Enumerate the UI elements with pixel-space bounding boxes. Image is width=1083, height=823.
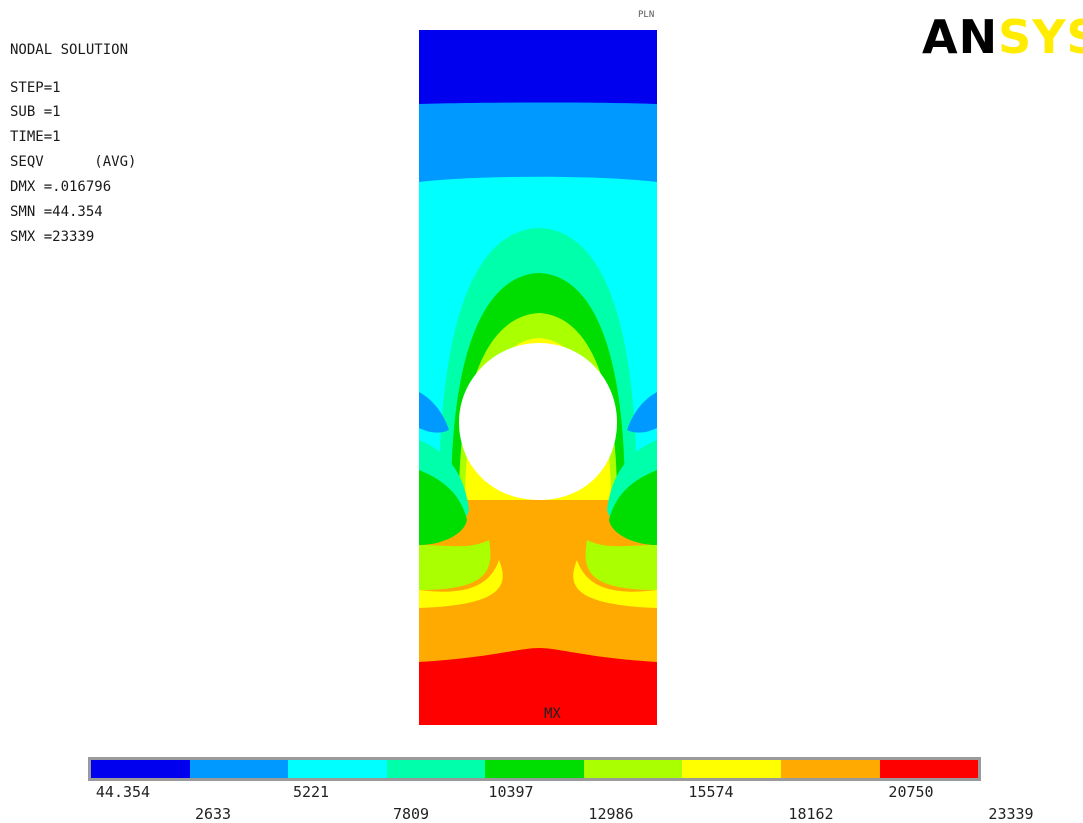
sub-line: SUB =1 (10, 104, 61, 120)
logo-part-an: AN (922, 10, 999, 64)
smn-line: SMN =44.354 (10, 204, 103, 220)
legend-tick-label: 5221 (292, 783, 330, 801)
legend-swatch (189, 760, 289, 778)
legend-swatch (879, 760, 979, 778)
legend-color-bar (88, 757, 981, 781)
legend-tick-label: 12986 (588, 805, 634, 823)
stress-contour-plot[interactable] (419, 30, 657, 725)
legend-swatch (485, 760, 584, 778)
legend-tick-label: 10397 (488, 783, 534, 801)
step-line: STEP=1 (10, 80, 61, 96)
contour-patch-left-blue (419, 392, 449, 433)
time-line: TIME=1 (10, 129, 61, 145)
legend-swatch (288, 760, 387, 778)
contour-wing-left-lime (419, 540, 491, 590)
ansys-logo: ANSYS (922, 14, 1083, 60)
legend-tick-label: 18162 (788, 805, 834, 823)
contour-wing-left-yellow (419, 560, 503, 608)
max-marker: MX (544, 706, 561, 722)
legend-swatch (780, 760, 880, 778)
logo-part-sys: SYS (998, 10, 1083, 64)
result-title: NODAL SOLUTION (10, 42, 129, 58)
contour-wing-left-green (419, 470, 467, 545)
seqv-line: SEQV (AVG) (10, 154, 137, 170)
legend-tick-label: 7809 (392, 805, 430, 823)
legend-swatch (91, 760, 190, 778)
dmx-line: DMX =.016796 (10, 179, 112, 195)
hole (459, 343, 617, 500)
legend-tick-label: 15574 (688, 783, 734, 801)
contour-band-blue (419, 30, 657, 104)
contour-patch-right-blue (627, 392, 657, 433)
legend-swatch (386, 760, 486, 778)
plot-tag: PLN (638, 10, 655, 20)
legend-swatch (682, 760, 781, 778)
contour-wing-right-green (609, 470, 657, 545)
smx-line: SMX =23339 (10, 229, 95, 245)
contour-wing-right-yellow (573, 560, 657, 608)
legend-tick-label: 44.354 (95, 783, 151, 801)
contour-wing-right-lime (585, 540, 657, 590)
contour-band-red (419, 648, 657, 725)
legend-tick-label: 23339 (988, 805, 1034, 823)
legend-swatch (583, 760, 683, 778)
legend-tick-label: 2633 (194, 805, 232, 823)
legend-tick-label: 20750 (888, 783, 934, 801)
